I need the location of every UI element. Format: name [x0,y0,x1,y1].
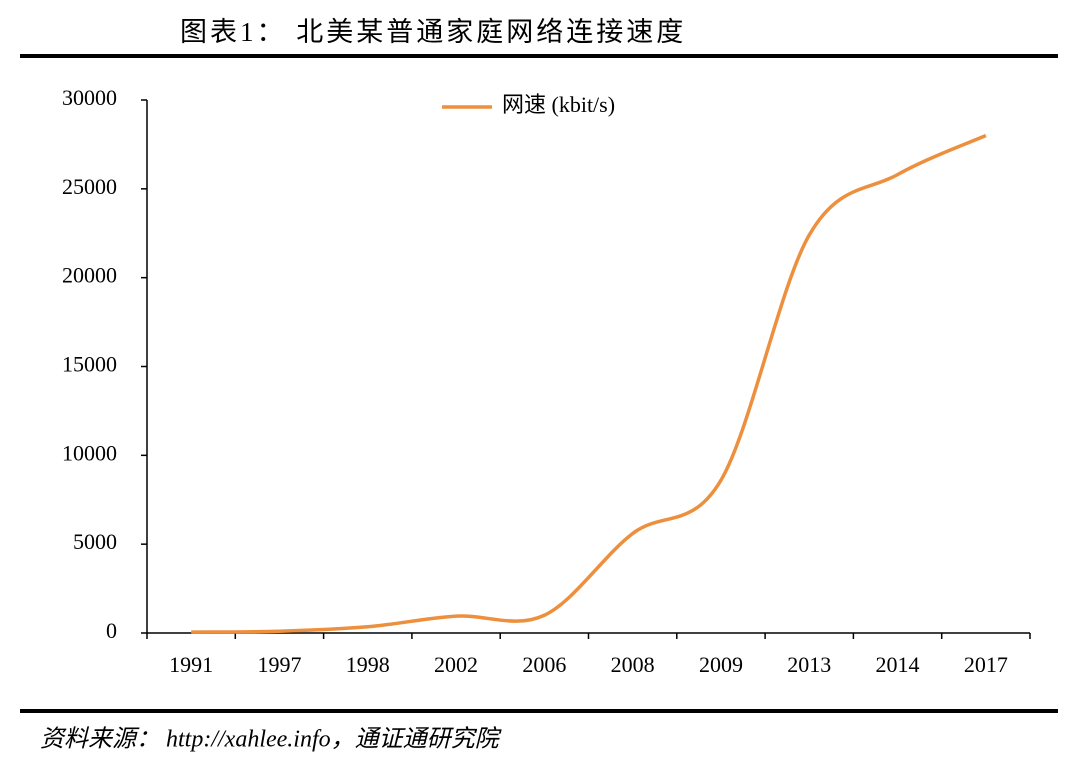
y-tick-label: 30000 [62,85,117,110]
x-tick-label: 2002 [434,652,478,677]
y-tick-label: 0 [106,618,117,643]
x-tick-label: 2008 [611,652,655,677]
source: 资料来源： http://xahlee.info，通证通研究院 [40,726,503,753]
y-tick-label: 10000 [62,440,117,465]
x-tick-label: 2013 [787,652,831,677]
x-tick-label: 1991 [169,652,213,677]
line [191,133,987,634]
x-tick-label: 2014 [876,652,920,677]
legend-label: 网速 (kbit/s) [502,92,615,117]
y-tick-label: 25000 [62,174,117,199]
x-tick-label: 1998 [346,652,390,677]
y-tick-label: 15000 [62,352,117,377]
y-tick-label: 5000 [73,529,117,554]
chart-title: 图表1： 北美某普通家庭网络连接速度 [180,17,686,47]
x-tick-label: 2017 [964,652,1008,677]
x-tick-label: 1997 [257,652,301,677]
y-tick-label: 20000 [62,263,117,288]
x-tick-label: 2006 [522,652,566,677]
x-tick-label: 2009 [699,652,743,677]
